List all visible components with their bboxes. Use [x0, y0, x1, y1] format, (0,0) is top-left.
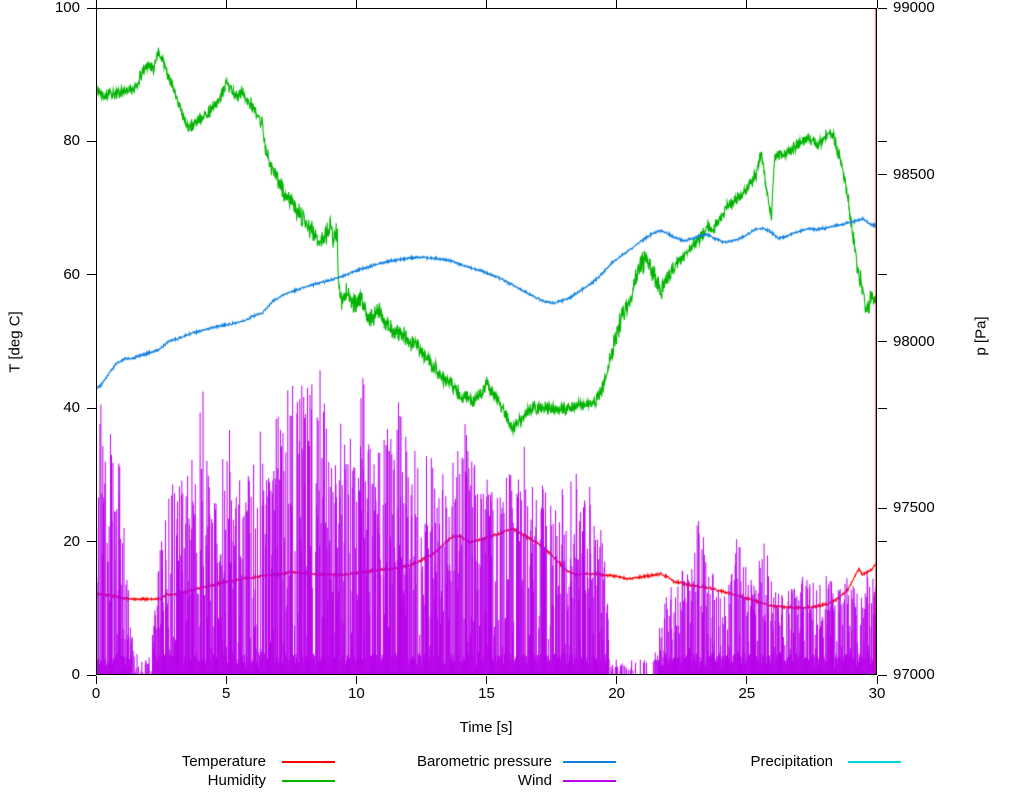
chart-canvas — [96, 8, 877, 675]
legend-line-sample — [282, 761, 335, 763]
y-axis-tick-label: 40 — [63, 399, 80, 417]
tick-mark — [486, 0, 487, 8]
y-axis-tick-label: 60 — [63, 265, 80, 283]
legend-label-temperature: Temperature — [181, 753, 266, 770]
tick-mark — [878, 140, 887, 142]
x-axis-tick-label: 15 — [478, 685, 495, 702]
y-axis-tick-label: 20 — [63, 532, 80, 550]
y2-axis-tick-label: 97000 — [893, 666, 935, 683]
legend-line-sample — [282, 780, 335, 782]
legend-label-wind: Wind — [517, 772, 552, 789]
tick-mark — [878, 407, 887, 409]
y2-axis-tick-label: 97500 — [893, 499, 935, 517]
y-axis-tick-label: 100 — [54, 0, 80, 16]
y-axis-tick-label: 0 — [71, 666, 80, 683]
y2-axis-tick-label: 99000 — [893, 0, 935, 16]
tick-mark — [746, 0, 748, 8]
y2-axis-title: p [Pa] — [972, 316, 990, 356]
tick-mark — [746, 676, 748, 684]
tick-mark — [878, 174, 887, 176]
tick-mark — [876, 0, 878, 8]
tick-mark — [878, 274, 887, 276]
x-axis-tick-label: 20 — [608, 685, 625, 702]
tick-mark — [225, 676, 227, 684]
legend-line-sample — [563, 761, 616, 763]
tick-mark — [355, 0, 357, 8]
legend-line-sample — [563, 780, 616, 782]
tick-mark — [225, 0, 227, 8]
x-axis-tick-label: 5 — [221, 685, 231, 702]
tick-mark — [87, 407, 96, 409]
legend-label-humidity: Humidity — [207, 772, 266, 789]
y-axis-tick-label: 80 — [63, 132, 80, 150]
tick-mark — [95, 676, 97, 684]
y-axis-title: T [deg C] — [6, 311, 24, 373]
tick-mark — [95, 0, 97, 8]
tick-mark — [87, 274, 96, 276]
tick-mark — [616, 0, 618, 8]
tick-mark — [87, 541, 96, 543]
y2-axis-tick-label: 98500 — [893, 165, 935, 183]
legend-line-sample — [848, 761, 901, 763]
tick-mark — [87, 140, 96, 142]
x-axis-tick-label: 10 — [347, 685, 365, 702]
tick-mark — [878, 7, 887, 9]
x-axis-title: Time [s] — [459, 719, 513, 736]
tick-mark — [876, 676, 878, 684]
tick-mark — [878, 341, 887, 342]
tick-mark — [87, 7, 96, 9]
tick-mark — [87, 674, 96, 676]
x-axis-tick-label: 30 — [868, 685, 886, 702]
tick-mark — [878, 541, 887, 543]
tick-mark — [616, 676, 618, 684]
tick-mark — [486, 676, 487, 684]
x-axis-tick-label: 25 — [738, 685, 756, 702]
legend-label-precipitation: Precipitation — [750, 753, 833, 770]
tick-mark — [878, 507, 887, 509]
tick-mark — [878, 674, 887, 676]
legend-label-barometric-pressure: Barometric pressure — [416, 753, 552, 770]
y2-axis-tick-label: 98000 — [893, 332, 935, 350]
x-axis-tick-label: 0 — [91, 685, 101, 702]
tick-mark — [355, 676, 357, 684]
